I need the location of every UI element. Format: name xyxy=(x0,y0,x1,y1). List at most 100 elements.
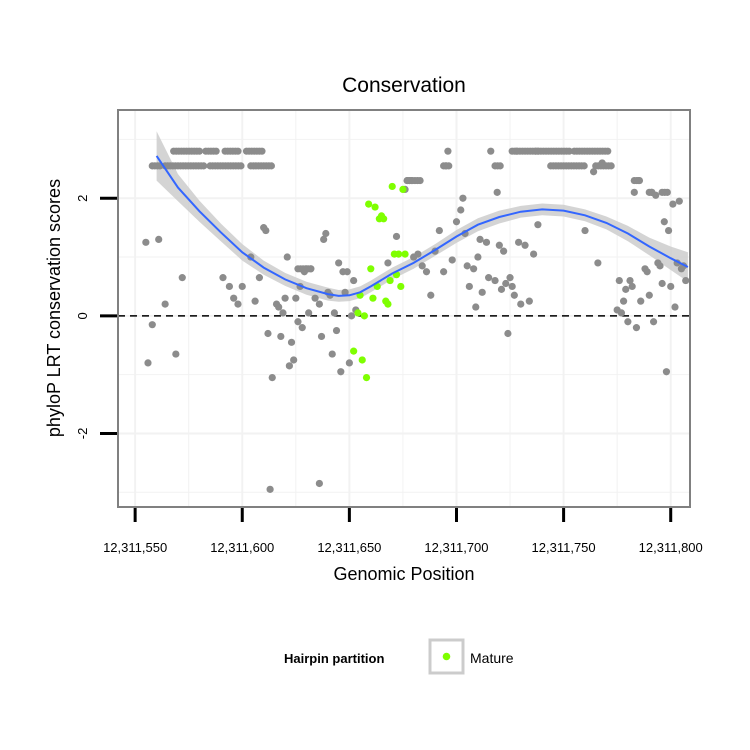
data-point xyxy=(255,274,263,282)
data-point xyxy=(322,229,330,238)
x-tick-label: 12,311,700 xyxy=(424,540,488,555)
data-point xyxy=(142,238,150,246)
data-point xyxy=(161,300,169,308)
data-point xyxy=(418,262,426,270)
x-axis-title: Genomic Position xyxy=(333,564,474,584)
data-point xyxy=(237,162,245,170)
mature-data-point xyxy=(401,250,409,258)
data-point xyxy=(515,238,523,246)
data-point xyxy=(463,262,471,270)
data-point xyxy=(279,309,287,317)
data-point xyxy=(422,268,431,276)
data-point xyxy=(669,200,677,208)
data-point xyxy=(634,176,643,185)
data-point xyxy=(287,338,296,346)
mature-data-point xyxy=(365,200,373,208)
data-point xyxy=(268,374,276,382)
data-point xyxy=(144,359,152,367)
data-point xyxy=(332,326,341,335)
data-point xyxy=(628,282,636,291)
data-point xyxy=(277,332,285,341)
data-point xyxy=(452,218,461,226)
data-point xyxy=(172,350,180,358)
data-point xyxy=(292,294,300,302)
data-point xyxy=(607,162,615,170)
data-point xyxy=(320,235,328,243)
data-point xyxy=(478,288,486,296)
data-point xyxy=(660,218,668,226)
data-point xyxy=(667,282,675,291)
data-point xyxy=(315,300,323,308)
data-point xyxy=(619,297,628,305)
data-point xyxy=(624,318,632,326)
data-point xyxy=(506,274,514,282)
data-point xyxy=(508,282,516,291)
y-tick-label: -2 xyxy=(75,428,90,440)
data-point xyxy=(664,226,673,235)
data-point xyxy=(662,368,671,376)
data-point xyxy=(617,309,626,317)
data-point xyxy=(565,147,573,155)
mature-data-point xyxy=(380,215,388,223)
data-point xyxy=(258,147,266,155)
plot-background xyxy=(118,110,690,507)
mature-data-point xyxy=(358,356,366,364)
data-point xyxy=(656,262,664,270)
data-point xyxy=(427,291,435,299)
mature-data-point xyxy=(362,374,371,382)
data-point xyxy=(155,235,163,243)
x-tick-label: 12,311,750 xyxy=(532,540,596,555)
data-point xyxy=(663,188,671,196)
data-point xyxy=(626,276,634,285)
data-point xyxy=(281,294,289,302)
legend-title: Hairpin partition xyxy=(284,651,384,666)
x-tick-label: 12,311,650 xyxy=(317,540,381,555)
data-point xyxy=(530,250,538,258)
mature-data-point xyxy=(360,312,368,320)
smooth-trend-line xyxy=(155,155,689,297)
data-point xyxy=(487,147,495,155)
data-point xyxy=(384,259,392,267)
data-point xyxy=(416,176,424,185)
y-tick-label: 2 xyxy=(75,195,90,202)
data-point xyxy=(459,194,467,202)
y-axis-title: phyloP LRT conservation scores xyxy=(44,179,64,437)
data-point xyxy=(238,282,246,291)
data-point xyxy=(317,332,326,341)
data-point xyxy=(497,285,506,293)
legend-mature-dot xyxy=(442,652,451,661)
data-point xyxy=(350,276,358,285)
y-axis: -2 0 2 xyxy=(75,195,117,440)
mature-data-point xyxy=(388,182,396,191)
mature-data-point xyxy=(369,294,377,302)
data-point xyxy=(328,350,336,358)
legend: Hairpin partition Mature xyxy=(284,638,514,675)
data-point xyxy=(266,485,274,493)
data-point xyxy=(510,291,518,299)
plot-frame xyxy=(117,109,691,508)
data-point xyxy=(298,324,306,332)
data-point xyxy=(658,279,666,288)
data-point xyxy=(148,321,156,329)
data-point xyxy=(622,285,630,293)
data-point xyxy=(632,324,641,332)
data-point xyxy=(643,268,651,276)
data-point xyxy=(407,176,416,185)
data-point xyxy=(470,265,478,273)
data-point xyxy=(496,162,504,170)
data-point xyxy=(225,282,234,291)
mature-data-point xyxy=(397,282,405,291)
data-point xyxy=(512,147,521,155)
data-point xyxy=(234,147,242,155)
gridlines xyxy=(118,110,690,507)
data-point xyxy=(495,241,503,249)
data-point xyxy=(485,274,493,282)
data-point xyxy=(440,268,448,276)
data-point xyxy=(652,191,660,199)
mature-data-point xyxy=(395,250,403,258)
x-axis: 12,311,550 12,311,600 12,311,650 12,311,700… xyxy=(103,508,703,555)
data-point xyxy=(457,206,465,214)
data-point xyxy=(476,235,484,243)
data-point xyxy=(534,221,542,229)
data-points xyxy=(142,147,690,493)
